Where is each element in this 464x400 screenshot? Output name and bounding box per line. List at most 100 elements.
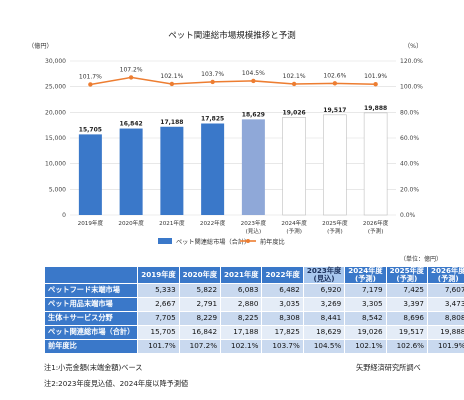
legend-bar-label: ペット関連総市場（合計） <box>176 238 250 246</box>
table-cell: 101.7% <box>137 338 180 354</box>
table-cell: 7,607 <box>426 282 464 298</box>
table-row: 前年度比 101.7% 107.2% 102.1% 103.7% 104.5% 102.1%… <box>43 338 464 354</box>
bar <box>201 123 225 215</box>
table-cell: 8,229 <box>178 310 222 326</box>
table-cell: 8,225 <box>220 310 263 326</box>
bar-series <box>78 112 388 216</box>
bar-value-label: 19,517 <box>323 107 346 114</box>
table-cell: 5,822 <box>178 282 222 298</box>
y2-tick-label: 80.0% <box>400 109 419 116</box>
x-tick-label: 2022年度 <box>200 219 226 227</box>
table-header-cell: 2022年度 <box>261 266 304 284</box>
table-row: ペット用品末端市場 2,667 2,791 2,880 3,035 3,269 3,305 3… <box>43 296 464 312</box>
table-header-cell: 2026年度 (予測) <box>426 266 464 284</box>
table-cell: 2,880 <box>220 296 263 312</box>
y-tick-label: 10,000 <box>45 161 66 168</box>
table-row: 生体＋サービス分野 7,705 8,229 8,225 8,308 8,441 8,542 8… <box>43 310 464 326</box>
legend-line-label: 前年度比 <box>260 238 285 246</box>
bar-value-label: 17,188 <box>160 119 183 126</box>
table-cell: 15,705 <box>137 324 180 340</box>
table-row: ペットフード末端市場 5,333 5,822 6,083 6,482 6,920 7,179… <box>43 282 464 298</box>
table-cell: 3,473 <box>426 296 464 312</box>
yoy-marker <box>169 81 175 87</box>
bar <box>119 128 143 215</box>
y2-tick-label: 40.0% <box>400 161 419 168</box>
yoy-label: 102.1% <box>283 73 306 80</box>
bar-value-label: 19,026 <box>283 109 306 116</box>
yoy-marker <box>291 81 297 87</box>
table-row-label: 前年度比 <box>43 338 139 354</box>
table-cell: 101.9% <box>426 338 464 354</box>
x-tick-sublabel: (予測) <box>327 227 343 235</box>
table-header-cell: 2021年度 <box>220 266 263 284</box>
y2-tick-label: 100.0% <box>400 84 423 91</box>
legend: ペット関連総市場（合計） 前年度比 <box>158 238 285 246</box>
y-tick-label: 15,000 <box>45 135 66 142</box>
table-cell: 7,425 <box>385 282 429 298</box>
x-axis-labels: 2019年度 2020年度 2021年度 2022年度 2023年度(見込) 2024年度… <box>78 219 389 235</box>
table-corner-cell <box>43 266 139 284</box>
yoy-label: 101.9% <box>364 73 387 80</box>
table-cell: 3,397 <box>385 296 429 312</box>
x-tick-label: 2020年度 <box>118 219 144 227</box>
table-header-cell: 2024年度 (予測) <box>344 266 387 284</box>
table-row: ペット関連総市場（合計） 15,705 16,842 17,188 17,825 18,6… <box>43 324 464 340</box>
y-tick-label: 20,000 <box>45 109 66 116</box>
yoy-line <box>90 76 376 86</box>
table-cell: 6,083 <box>220 282 263 298</box>
y2-tick-label: 120.0% <box>400 58 423 65</box>
table-header-cell: 2023年度 (見込) <box>302 266 346 284</box>
y2-tick-label: 20.0% <box>400 186 419 193</box>
x-tick-label: 2023年度 <box>241 219 267 227</box>
yoy-label: 102.1% <box>160 73 183 80</box>
line-series: 101.7% 107.2% 102.1% 103.7% 104.5% 102.1% 102.… <box>79 66 387 87</box>
table-cell: 7,179 <box>344 282 387 298</box>
x-tick-label: 2019年度 <box>78 219 104 227</box>
table-row-label: ペット関連総市場（合計） <box>43 324 139 340</box>
bar-value-labels: 15,705 16,842 17,188 17,825 18,629 19,026 19,5… <box>79 105 387 133</box>
table-cell: 102.1% <box>344 338 387 354</box>
table-cell: 102.1% <box>220 338 263 354</box>
right-axis-unit: （%） <box>404 43 422 50</box>
table-body: ペットフード末端市場 5,333 5,822 6,083 6,482 6,920 7,179… <box>43 282 464 354</box>
table-row-label: ペット用品末端市場 <box>43 296 139 312</box>
table-cell: 8,696 <box>385 310 429 326</box>
table-cell: 5,333 <box>137 282 180 298</box>
yoy-marker <box>88 82 93 87</box>
yoy-marker <box>210 79 215 85</box>
table-cell: 6,920 <box>302 282 346 298</box>
bar <box>323 114 347 216</box>
table-header-cell: 2019年度 <box>137 266 180 284</box>
yoy-marker <box>128 75 134 80</box>
y2-tick-label: 0.0% <box>400 212 416 219</box>
table-cell: 2,667 <box>137 296 180 312</box>
table-cell: 3,269 <box>302 296 346 312</box>
bar-value-label: 16,842 <box>120 121 143 128</box>
yoy-label: 104.5% <box>242 70 265 77</box>
y-tick-label: 0 <box>62 212 66 219</box>
yoy-marker <box>251 78 256 84</box>
table-cell: 107.2% <box>178 338 222 354</box>
table-cell: 104.5% <box>302 338 346 354</box>
table-cell: 18,629 <box>302 324 346 340</box>
left-axis-unit: （億円） <box>28 42 53 50</box>
y2-tick-label: 60.0% <box>400 135 419 142</box>
yoy-label: 102.6% <box>323 72 346 79</box>
data-table: 2019年度 2020年度 2021年度 2022年度 2023年度 (見込) 2024年度… <box>43 266 464 354</box>
x-tick-label: 2025年度 <box>322 219 348 227</box>
bar <box>363 112 388 216</box>
source-note: 矢野経済研究所調べ <box>356 363 421 372</box>
y-tick-label: 5,000 <box>49 186 66 193</box>
table-cell: 103.7% <box>261 338 304 354</box>
yoy-label: 101.7% <box>79 73 102 80</box>
right-y-axis: 0.0% 20.0% 40.0% 60.0% 80.0% 100.0% 120.0% <box>400 58 423 219</box>
table-cell: 17,825 <box>261 324 304 340</box>
table-cell: 19,888 <box>426 324 464 340</box>
legend-bar-swatch <box>158 238 172 244</box>
bar <box>78 134 102 215</box>
table-cell: 19,026 <box>344 324 387 340</box>
bar-value-label: 19,888 <box>364 105 387 112</box>
table-row-label: 生体＋サービス分野 <box>43 310 139 326</box>
table-cell: 8,542 <box>344 310 387 326</box>
note-1: 注1:小売金額(末端金額)ベース <box>44 363 143 372</box>
